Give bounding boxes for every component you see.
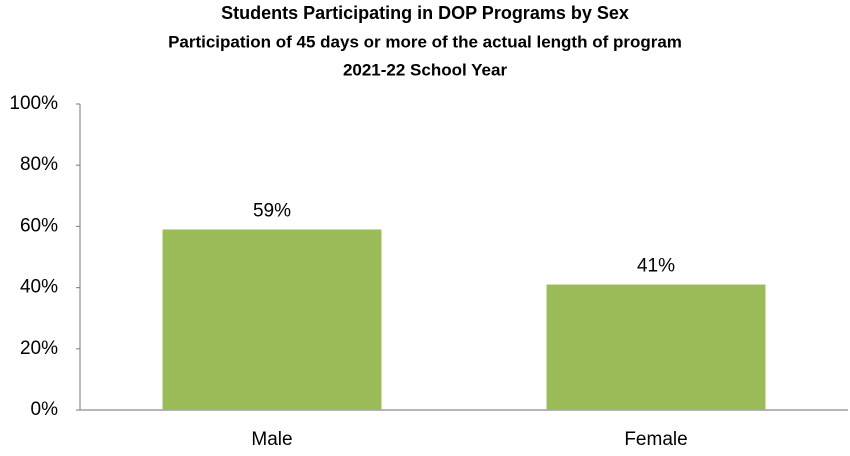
y-tick-label: 60% bbox=[20, 215, 58, 236]
data-label: 59% bbox=[253, 200, 291, 221]
y-tick-label: 80% bbox=[20, 154, 58, 175]
bar bbox=[162, 229, 382, 410]
y-tick-label: 40% bbox=[20, 277, 58, 298]
y-tick-label: 0% bbox=[31, 399, 59, 420]
chart-title: Students Participating in DOP Programs b… bbox=[221, 3, 629, 23]
chart-subtitle: 2021-22 School Year bbox=[343, 60, 508, 79]
chart-subtitle: Participation of 45 days or more of the … bbox=[168, 32, 682, 51]
data-label: 41% bbox=[637, 256, 675, 277]
x-tick-label: Female bbox=[624, 429, 687, 450]
x-tick-label: Male bbox=[251, 429, 292, 450]
y-tick-label: 20% bbox=[20, 338, 58, 359]
y-tick-label: 100% bbox=[9, 93, 58, 114]
bar bbox=[546, 284, 766, 410]
